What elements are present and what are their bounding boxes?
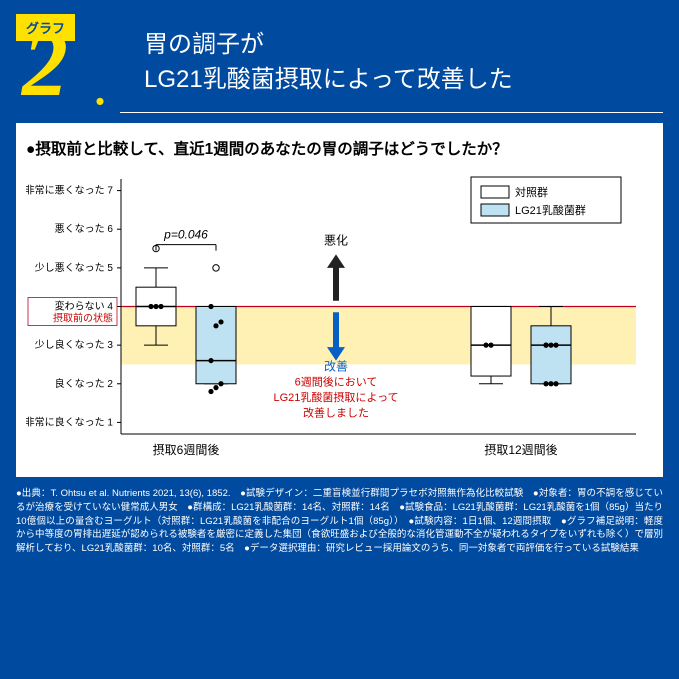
badge-number: 2 xyxy=(22,32,68,96)
svg-text:変わらない 4: 変わらない 4 xyxy=(55,300,114,313)
title: 胃の調子が LG21乳酸菌摂取によって改善した xyxy=(144,14,513,98)
svg-text:改善しました: 改善しました xyxy=(303,406,369,420)
svg-text:p=0.046: p=0.046 xyxy=(163,228,208,242)
svg-text:改善: 改善 xyxy=(324,358,348,373)
svg-text:摂取6週間後: 摂取6週間後 xyxy=(153,442,220,457)
outer-frame: グラフ 2 . 胃の調子が LG21乳酸菌摂取によって改善した ●摂取前と比較し… xyxy=(0,0,679,679)
title-line2: LG21乳酸菌摂取によって改善した xyxy=(144,63,513,98)
chart-svg: 非常に良くなった 1 良くなった 2 少し良くなった 3 変わらない 4 少し悪くなった… xyxy=(26,169,646,469)
svg-text:良くなった 2: 良くなった 2 xyxy=(55,377,114,390)
chart-panel: ●摂取前と比較して、直近1週間のあなたの胃の調子はどうでしたか？ 非常に良くなっ… xyxy=(16,123,663,477)
title-line1: 胃の調子が xyxy=(144,28,513,63)
svg-text:摂取前の状態: 摂取前の状態 xyxy=(53,312,113,325)
svg-text:少し悪くなった 5: 少し悪くなった 5 xyxy=(35,262,114,274)
svg-text:悪化: 悪化 xyxy=(324,234,348,248)
badge-dot: . xyxy=(94,50,109,119)
svg-text:摂取12週間後: 摂取12週間後 xyxy=(484,442,557,457)
graph-badge: グラフ 2 . xyxy=(16,14,126,109)
svg-text:少し良くなった 3: 少し良くなった 3 xyxy=(35,338,114,351)
svg-text:悪くなった 6: 悪くなった 6 xyxy=(55,223,114,235)
header-rule xyxy=(120,112,663,113)
svg-text:非常に悪くなった 7: 非常に悪くなった 7 xyxy=(26,184,113,197)
header: グラフ 2 . 胃の調子が LG21乳酸菌摂取によって改善した xyxy=(16,14,663,109)
svg-text:対照群: 対照群 xyxy=(515,185,548,199)
svg-text:非常に良くなった 1: 非常に良くなった 1 xyxy=(26,415,113,428)
footnotes: ●出典：T. Ohtsu et al. Nutrients 2021, 13(6… xyxy=(16,487,663,556)
svg-text:LG21乳酸菌群: LG21乳酸菌群 xyxy=(515,203,586,217)
svg-text:LG21乳酸菌摂取によって: LG21乳酸菌摂取によって xyxy=(273,390,398,404)
question-text: ●摂取前と比較して、直近1週間のあなたの胃の調子はどうでしたか？ xyxy=(26,137,653,159)
svg-text:6週間後において: 6週間後において xyxy=(295,375,378,389)
boxplot-chart: 非常に良くなった 1 良くなった 2 少し良くなった 3 変わらない 4 少し悪くなった… xyxy=(26,169,646,469)
